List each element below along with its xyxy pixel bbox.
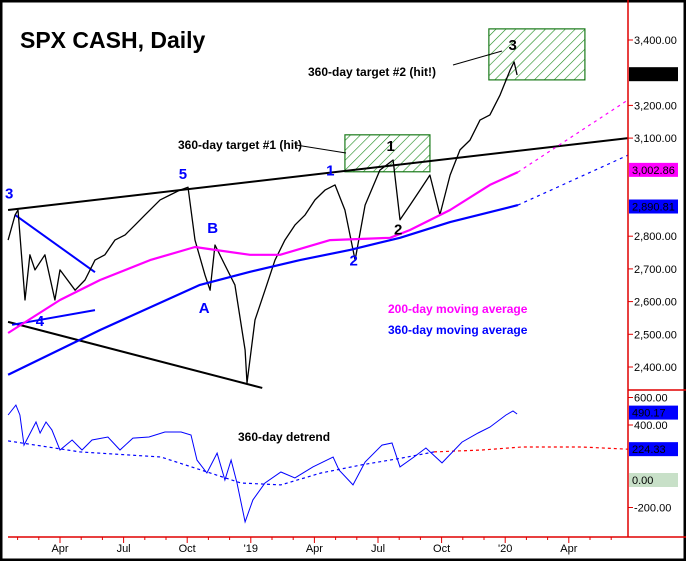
x-tick-label: Oct [179, 543, 196, 555]
detrend-tick-label: 600.00 [634, 393, 668, 405]
price-value-tag: 3,295.47 [632, 69, 675, 81]
trendline-3 [14, 214, 96, 273]
detrend-value-tag-bg [629, 473, 678, 487]
x-tick-label: Apr [51, 543, 68, 555]
y-tick-label: 2,400.00 [634, 362, 677, 374]
ma-200-line-projection [517, 99, 629, 173]
y-tick-label: 3,200.00 [634, 100, 677, 112]
x-tick-label: Oct [433, 543, 450, 555]
trendline-2 [7, 320, 263, 389]
y-tick-label: 3,100.00 [634, 133, 677, 145]
price-value-tag-bg [629, 67, 678, 82]
detrend-tick-label: 400.00 [634, 420, 668, 432]
wave-label: 3 [508, 37, 516, 54]
x-tick-label: '20 [498, 543, 512, 555]
y-tick-label: 2,700.00 [634, 264, 677, 276]
x-tick-label: '19 [244, 543, 258, 555]
chart-title: SPX CASH, Daily [20, 27, 206, 53]
detrend-tick-label: -200.00 [634, 503, 671, 515]
ma-200-line [7, 171, 519, 334]
x-tick-label: Apr [306, 543, 323, 555]
price-value-tag: 3,002.86 [632, 165, 675, 177]
y-tick-label: 2,800.00 [634, 231, 677, 243]
detrend-value-tag-bg [629, 442, 678, 457]
target-box-2 [488, 28, 586, 81]
detrend-line [7, 404, 518, 524]
wave-label: A [199, 300, 210, 317]
target-2-pointer [452, 50, 503, 66]
y-tick-label: 3,400.00 [634, 35, 677, 47]
trendline-1 [7, 137, 629, 212]
wave-label: 3 [5, 186, 13, 203]
x-tick-label: Jul [371, 543, 385, 555]
wave-label: B [207, 220, 218, 237]
detrend-value-tag: 224.33 [632, 444, 666, 456]
detrend-value-tag: 0.00 [632, 475, 653, 487]
annotation-target-2: 360-day target #2 (hit!) [308, 65, 436, 79]
wave-label: 5 [179, 166, 187, 183]
annotation-target-1: 360-day target #1 (hit) [178, 138, 302, 152]
wave-label: 2 [394, 222, 402, 239]
wave-label: 1 [326, 163, 334, 180]
wave-label: 2 [349, 253, 357, 270]
detrend-value-tag-bg [629, 405, 678, 420]
detrend-value-tag: 490.17 [632, 408, 666, 420]
price-value-tag-bg [629, 162, 678, 177]
ma-360-line [7, 204, 519, 376]
x-tick-label: Apr [560, 543, 577, 555]
price-value-tag-bg [629, 199, 678, 214]
legend-200-day-ma: 200-day moving average [388, 302, 528, 316]
target-1-pointer [295, 144, 347, 154]
detrend-label: 360-day detrend [238, 430, 330, 444]
price-value-tag: 2,890.81 [632, 202, 675, 214]
wave-label: 4 [36, 313, 45, 330]
spx-price-line [7, 61, 518, 384]
y-tick-label: 2,500.00 [634, 329, 677, 341]
detrend-baseline-projection [433, 446, 628, 453]
legend-360-day-ma: 360-day moving average [388, 323, 528, 337]
ma-360-line-projection [517, 154, 629, 206]
wave-label: 1 [387, 138, 395, 155]
y-tick-label: 2,600.00 [634, 297, 677, 309]
x-tick-label: Jul [117, 543, 131, 555]
